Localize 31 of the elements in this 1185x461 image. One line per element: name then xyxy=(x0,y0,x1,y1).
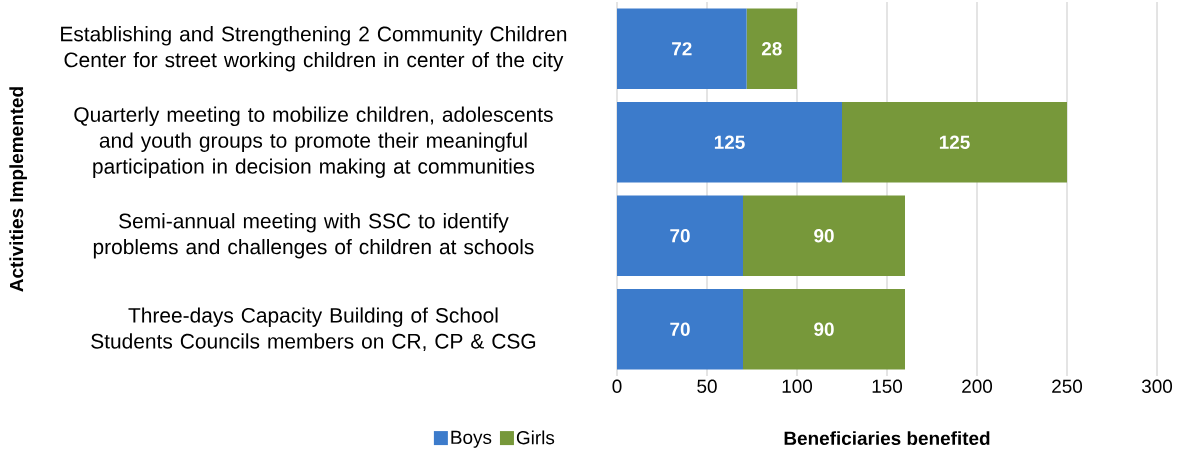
bar xyxy=(617,289,743,370)
bar xyxy=(743,195,905,276)
bar xyxy=(746,8,797,89)
x-axis-title: Beneficiaries benefited xyxy=(784,431,990,446)
y-tick-label: Establishing and Strengthening 2 Community Children Center for street working children in center of the city xyxy=(61,26,567,72)
data-label: 125 xyxy=(714,135,745,149)
data-label: 70 xyxy=(670,322,690,336)
bar xyxy=(617,195,743,276)
data-label: 70 xyxy=(670,229,690,243)
data-label: 28 xyxy=(761,42,782,56)
data-label: 90 xyxy=(814,229,834,243)
x-tick-label: 250 xyxy=(1052,379,1083,393)
bar xyxy=(617,102,842,183)
legend-label: Boys xyxy=(451,430,492,448)
y-tick-label: Semi-annual meeting with SSC to identify problems and challenges of children at schools xyxy=(93,213,534,259)
x-tick-label: 100 xyxy=(782,379,813,393)
x-tick-label: 150 xyxy=(872,379,903,393)
bar xyxy=(743,289,905,370)
x-tick-label: 200 xyxy=(962,379,993,393)
legend-label: Girls xyxy=(516,430,555,445)
x-tick-label: 50 xyxy=(697,379,717,393)
x-tick-label: 0 xyxy=(612,379,622,393)
data-label: 72 xyxy=(672,42,692,56)
bar xyxy=(617,8,747,89)
y-tick-label: Three-days Capacity Building of School Students Councils members on CR, CP & CSG xyxy=(91,307,536,352)
bar xyxy=(842,102,1067,183)
data-label: 125 xyxy=(939,135,970,149)
y-axis-title: Activities Implemented xyxy=(9,87,27,292)
data-label: 90 xyxy=(814,322,834,336)
x-tick-label: 300 xyxy=(1141,379,1173,393)
y-tick-label: Quarterly meeting to mobilize children, adolescents and youth groups to promote their meaningful participation in decision making at communities xyxy=(74,106,553,178)
